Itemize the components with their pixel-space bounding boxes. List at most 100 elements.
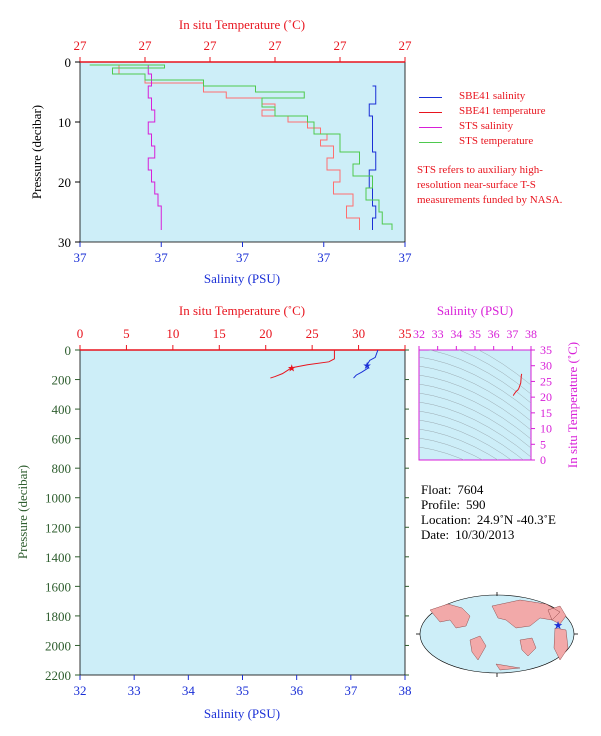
bottom-salinity-tick-label: 34 — [182, 683, 196, 698]
location-value: 24.9˚N -40.3˚E — [476, 512, 556, 527]
bottom-pressure-tick-label: 1400 — [45, 550, 71, 565]
bottom-temp-tick-label: 25 — [306, 326, 319, 341]
top-temp-tick-label: 27 — [74, 38, 88, 53]
top-temp-tick-label: 27 — [204, 38, 218, 53]
top-pressure-tick-label: 30 — [58, 235, 71, 250]
top-salinity-tick-label: 37 — [236, 250, 250, 265]
float-info: Float: 7604 Profile: 590 Location: 24.9˚N -… — [421, 482, 556, 542]
bottom-pressure-tick-label: 600 — [52, 432, 72, 447]
bottom-pressure-tick-label: 200 — [52, 373, 72, 388]
bottom-series-marker: ★ — [287, 364, 296, 375]
bottom-series-line — [270, 350, 335, 379]
bottom-salinity-axis-title: Salinity (PSU) — [204, 706, 280, 721]
ts-chart: Salinity (PSU) 32 33 34 35 36 37 38 0 510 15 20 25… — [413, 303, 580, 468]
density-contour-line — [419, 428, 499, 460]
world-map: ★ — [416, 592, 578, 677]
density-contour-line — [419, 401, 531, 458]
ts-salinity-axis-title: Salinity (PSU) — [437, 303, 513, 318]
legend-label: STS temperature — [459, 135, 534, 147]
top-pressure-tick-label: 0 — [65, 55, 72, 70]
bottom-pressure-tick-label: 1200 — [45, 520, 71, 535]
bottom-series-line — [353, 349, 379, 379]
bottom-salinity-tick-label: 37 — [344, 683, 358, 698]
density-contour-line — [458, 350, 531, 395]
ts-salinity-tick-label: 36 — [488, 327, 500, 341]
ts-temp-tick-label: 30 — [540, 359, 552, 373]
top-salinity-tick-label: 37 — [155, 250, 169, 265]
bottom-temp-tick-label: 30 — [352, 326, 365, 341]
bottom-temp-tick-label: 5 — [123, 326, 130, 341]
density-contour-line — [419, 446, 465, 460]
bottom-plot-area — [79, 349, 406, 676]
top-salinity-tick-label: 37 — [399, 250, 413, 265]
bottom-temp-axis-title: In situ Temperature (˚C) — [179, 303, 305, 318]
ts-temp-tick-label: 10 — [540, 422, 552, 436]
profile-value: 590 — [466, 497, 486, 512]
density-contour-line — [419, 365, 531, 422]
ts-temp-tick-label: 25 — [540, 374, 552, 388]
date-value: 10/30/2013 — [455, 527, 515, 542]
top-chart: In situ Temperature (˚C) 27 27 27 27 27 27 37… — [29, 17, 412, 286]
bottom-pressure-tick-label: 800 — [52, 461, 72, 476]
bottom-salinity-tick-label: 38 — [399, 683, 412, 698]
float-row: Float: 7604 — [421, 482, 556, 497]
bottom-temp-tick-label: 35 — [399, 326, 412, 341]
density-contour-line — [419, 419, 512, 460]
ts-salinity-tick-label: 37 — [506, 327, 518, 341]
density-contour-line — [428, 350, 531, 404]
ts-temp-axis-title: In situ Temperature (˚C) — [565, 342, 580, 468]
top-pressure-axis-title: Pressure (decibar) — [29, 105, 44, 199]
ts-temp-tick-label: 35 — [540, 343, 552, 357]
legend-label: SBE41 temperature — [459, 105, 546, 117]
top-temp-tick-label: 27 — [269, 38, 283, 53]
bottom-pressure-tick-label: 1600 — [45, 579, 71, 594]
bottom-temp-tick-label: 15 — [213, 326, 226, 341]
bottom-chart: In situ Temperature (˚C) 0 5 10 15 20 25 30 35 … — [15, 303, 412, 721]
top-temp-axis-title: In situ Temperature (˚C) — [179, 17, 305, 32]
density-contour-line — [419, 392, 531, 449]
float-label: Float: — [421, 482, 452, 497]
bottom-series-marker: ★ — [363, 361, 372, 372]
ts-temp-tick-label: 15 — [540, 406, 552, 420]
bottom-salinity-tick-label: 33 — [128, 683, 141, 698]
top-temp-tick-label: 27 — [139, 38, 153, 53]
ts-temp-tick-label: 5 — [540, 437, 546, 451]
top-salinity-axis-title: Salinity (PSU) — [204, 271, 280, 286]
ts-salinity-tick-label: 34 — [450, 327, 462, 341]
top-temp-tick-label: 27 — [334, 38, 348, 53]
float-value: 7604 — [457, 482, 484, 497]
top-series-line — [368, 85, 377, 230]
bottom-pressure-tick-label: 1000 — [45, 491, 71, 506]
location-label: Location: — [421, 512, 471, 527]
bottom-temp-tick-label: 20 — [259, 326, 272, 341]
bottom-pressure-tick-label: 2200 — [45, 668, 71, 683]
ts-salinity-tick-label: 32 — [413, 327, 425, 341]
ts-salinity-tick-label: 35 — [469, 327, 481, 341]
sts-note: STS refers to auxiliary high-resolution … — [417, 164, 563, 206]
map-land — [429, 599, 569, 671]
float-location-marker: ★ — [553, 620, 563, 632]
ts-series-line — [512, 373, 523, 396]
density-contour-line — [478, 350, 531, 386]
bottom-salinity-tick-label: 36 — [290, 683, 304, 698]
bottom-temp-tick-label: 0 — [77, 326, 84, 341]
top-series-line — [147, 64, 162, 230]
ts-salinity-tick-label: 33 — [432, 327, 444, 341]
profile-label: Profile: — [421, 497, 460, 512]
ts-salinity-tick-label: 38 — [525, 327, 537, 341]
profile-row: Profile: 590 — [421, 497, 556, 512]
bottom-pressure-axis-title: Pressure (decibar) — [15, 465, 30, 559]
top-salinity-tick-label: 37 — [317, 250, 331, 265]
density-contour-line — [419, 374, 531, 431]
ts-plot-area — [418, 349, 532, 461]
density-contour-line — [419, 383, 531, 440]
ts-temp-tick-label: 0 — [540, 453, 546, 467]
ts-temp-tick-label: 20 — [540, 390, 552, 404]
bottom-temp-tick-label: 10 — [166, 326, 179, 341]
legend-label: SBE41 salinity — [459, 90, 526, 102]
top-salinity-tick-label: 37 — [74, 250, 88, 265]
top-pressure-tick-label: 10 — [58, 115, 71, 130]
top-series-line — [89, 64, 393, 230]
bottom-salinity-tick-label: 35 — [236, 683, 249, 698]
